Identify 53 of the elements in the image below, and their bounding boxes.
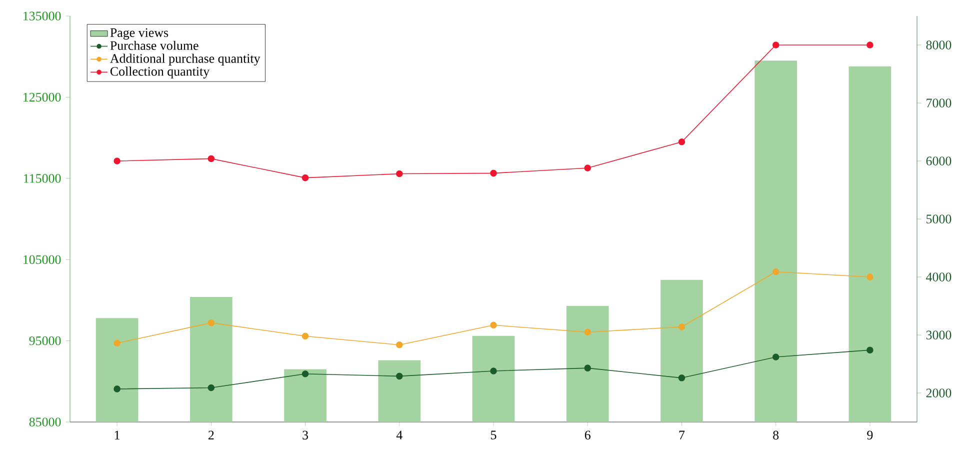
x-tick-label: 4	[396, 430, 402, 440]
point	[866, 42, 874, 48]
point	[490, 368, 497, 374]
point	[396, 372, 403, 380]
x-tick-label: 1	[114, 430, 120, 440]
y-tick-label: 135000	[24, 12, 61, 20]
x-tick-label: 6	[584, 430, 590, 440]
point	[866, 274, 874, 280]
point	[584, 328, 591, 336]
y2-tick-label: 7000	[926, 98, 952, 108]
y2-tick-label: 6000	[926, 156, 952, 166]
point	[584, 364, 591, 372]
y2-tick-label: 3000	[926, 330, 952, 340]
point	[490, 170, 497, 177]
point	[114, 340, 120, 347]
point	[772, 42, 780, 48]
point	[772, 354, 780, 360]
point	[678, 323, 686, 330]
legend-label: Additional purchase quantity	[110, 54, 260, 66]
x-tick-label: 9	[867, 430, 873, 440]
y-tick-label: 95000	[29, 336, 61, 346]
legend-label: Page views	[110, 28, 168, 40]
y-tick-label: 125000	[24, 92, 61, 102]
point	[208, 319, 215, 326]
legend-label: Purchase volume	[110, 40, 198, 50]
x-tick-label: 7	[679, 430, 685, 440]
point	[678, 138, 686, 146]
point	[678, 374, 686, 382]
point	[302, 370, 309, 378]
point	[114, 386, 120, 392]
point	[208, 155, 215, 162]
x-tick-label: 5	[491, 430, 496, 440]
x-tick-label: 8	[773, 430, 779, 440]
point	[302, 332, 309, 340]
point	[584, 164, 591, 172]
y2-tick-label: 2000	[926, 388, 952, 398]
point	[490, 322, 497, 329]
y-tick-label: 105000	[24, 255, 61, 264]
y2-tick-label: 5000	[926, 214, 952, 224]
point	[302, 174, 309, 182]
y-tick-label: 85000	[29, 418, 61, 426]
point	[396, 341, 403, 348]
point	[396, 170, 403, 178]
point	[866, 346, 874, 354]
y2-tick-label: 4000	[926, 272, 952, 282]
x-tick-label: 2	[208, 430, 214, 440]
y-tick-label: 115000	[24, 174, 61, 183]
y2-tick-label: 8000	[926, 40, 952, 50]
legend-label: Collection quantity	[110, 66, 210, 78]
point	[208, 384, 215, 392]
x-tick-label: 3	[302, 430, 308, 440]
point	[114, 158, 120, 164]
point	[772, 268, 780, 276]
